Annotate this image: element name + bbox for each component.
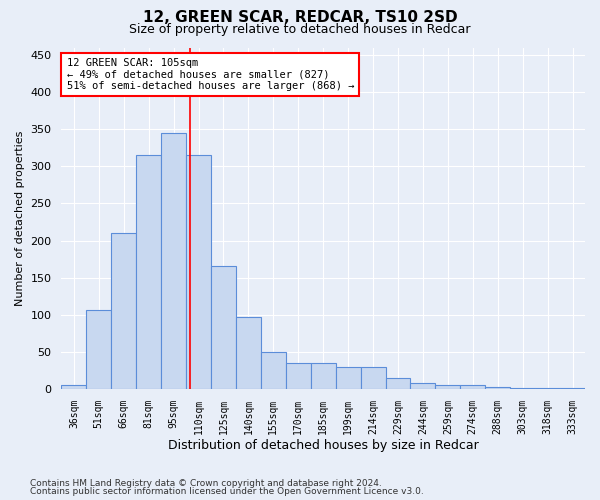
Bar [186, 155, 211, 389]
Bar [136, 155, 161, 389]
Bar [211, 266, 236, 389]
Text: Contains HM Land Registry data © Crown copyright and database right 2024.: Contains HM Land Registry data © Crown c… [30, 478, 382, 488]
Bar [86, 310, 111, 389]
Bar [361, 366, 386, 389]
Bar [410, 383, 436, 389]
Bar [236, 317, 261, 389]
Bar [460, 386, 485, 389]
Bar [311, 363, 335, 389]
Bar [61, 386, 86, 389]
Text: Size of property relative to detached houses in Redcar: Size of property relative to detached ho… [129, 22, 471, 36]
Bar [560, 388, 585, 389]
Bar [286, 363, 311, 389]
Text: 12 GREEN SCAR: 105sqm
← 49% of detached houses are smaller (827)
51% of semi-det: 12 GREEN SCAR: 105sqm ← 49% of detached … [67, 58, 354, 91]
X-axis label: Distribution of detached houses by size in Redcar: Distribution of detached houses by size … [168, 440, 479, 452]
Bar [386, 378, 410, 389]
Bar [161, 133, 186, 389]
Text: 12, GREEN SCAR, REDCAR, TS10 2SD: 12, GREEN SCAR, REDCAR, TS10 2SD [143, 10, 457, 25]
Bar [510, 388, 535, 389]
Bar [535, 388, 560, 389]
Y-axis label: Number of detached properties: Number of detached properties [15, 130, 25, 306]
Text: Contains public sector information licensed under the Open Government Licence v3: Contains public sector information licen… [30, 487, 424, 496]
Bar [261, 352, 286, 389]
Bar [335, 366, 361, 389]
Bar [436, 386, 460, 389]
Bar [111, 233, 136, 389]
Bar [485, 388, 510, 389]
